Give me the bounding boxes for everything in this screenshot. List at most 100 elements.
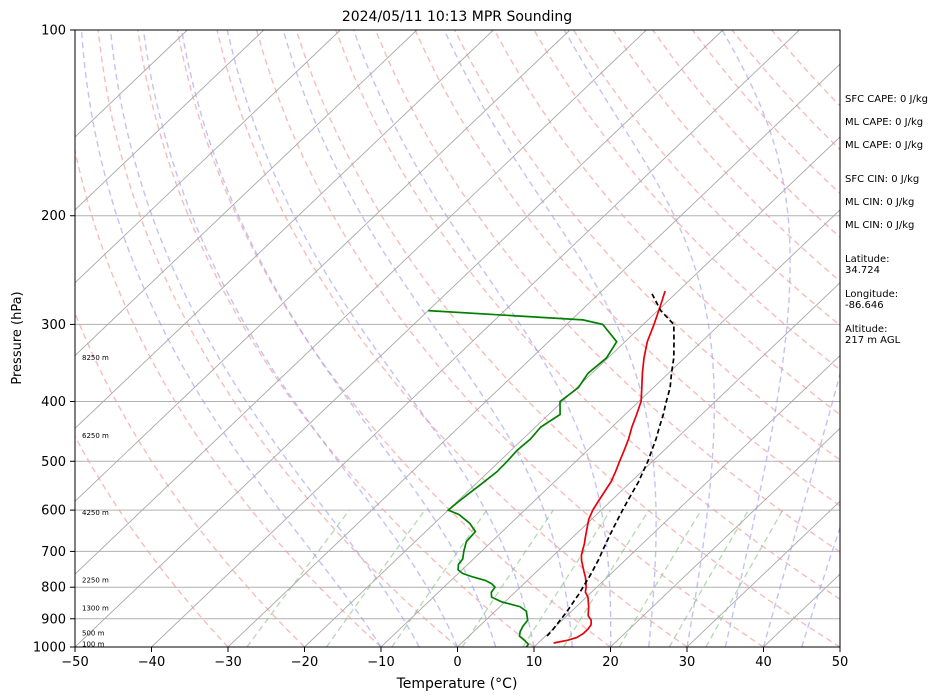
moist-adiabat	[142, 30, 459, 647]
dry-adiabat	[216, 30, 688, 647]
isotherm-line	[75, 30, 418, 357]
y-axis-label: Pressure (hPa)	[10, 291, 25, 384]
mixing-ratio-line	[391, 509, 488, 647]
y-tick-label: 800	[41, 581, 66, 596]
dry-adiabat	[97, 30, 458, 647]
dry-adiabat	[573, 30, 840, 327]
moist-adiabat	[352, 30, 612, 647]
mixing-ratio-line	[246, 509, 350, 647]
mixing-ratio-line	[562, 509, 650, 647]
y-tick-label: 400	[41, 395, 66, 410]
isotherm-line	[75, 30, 647, 575]
height-label: 2250 m	[82, 576, 109, 584]
y-tick-label: 600	[41, 504, 66, 519]
annotation-value: 217 m AGL	[845, 335, 901, 346]
isotherm-line	[75, 30, 188, 138]
isotherm-line	[227, 63, 840, 647]
dry-adiabat	[612, 30, 840, 283]
x-tick-label: 20	[602, 655, 619, 670]
mixing-ratio-line	[461, 509, 554, 647]
moist-adiabat	[181, 30, 497, 647]
annotation-label: SFC CAPE: 0 J/kg	[845, 94, 928, 105]
moist-adiabat	[282, 30, 573, 647]
isotherm-line	[75, 30, 341, 284]
isotherm-line	[457, 282, 840, 647]
x-tick-label: 0	[453, 655, 461, 670]
sounding-series-0	[553, 290, 666, 644]
isotherm-line	[610, 427, 840, 647]
annotation-label: ML CIN: 0 J/kg	[845, 197, 914, 208]
y-tick-label: 700	[41, 545, 66, 560]
y-tick-label: 500	[41, 455, 66, 470]
height-label: 1300 m	[82, 604, 109, 612]
mixing-ratio-line	[705, 509, 784, 647]
moist-adiabat	[721, 30, 791, 647]
mixing-ratio-line	[668, 509, 749, 647]
y-tick-label: 300	[41, 318, 66, 333]
dry-adiabat	[75, 311, 305, 647]
moist-adiabat	[801, 525, 840, 647]
x-tick-label: −10	[367, 655, 394, 670]
dry-adiabat	[137, 30, 535, 647]
dry-adiabat	[414, 30, 840, 507]
moist-adiabat	[443, 30, 657, 647]
x-tick-label: 40	[755, 655, 772, 670]
dry-adiabat	[374, 30, 840, 553]
y-tick-label: 900	[41, 612, 66, 627]
annotation-label: ML CAPE: 0 J/kg	[845, 140, 923, 151]
x-tick-label: 10	[526, 655, 543, 670]
annotation-label: Longitude:	[845, 289, 898, 300]
height-labels: 100 m 500 m 1300 m 2250 m 4250 m 6250 m 8250 m	[82, 354, 109, 648]
moist-adiabat	[762, 371, 840, 647]
height-label: 4250 m	[82, 509, 109, 517]
x-tick-label: −30	[214, 655, 241, 670]
background-lines	[75, 30, 840, 647]
moist-adiabat	[80, 30, 382, 647]
mixing-ratio-line	[522, 509, 612, 647]
x-tick-label: −50	[61, 655, 88, 670]
dry-adiabat	[533, 30, 840, 371]
x-axis-ticks: −50 −40 −30 −20 −10 0 10 20 30 40 50	[61, 647, 848, 670]
chart-title: 2024/05/11 10:13 MPR Sounding	[342, 9, 572, 25]
height-label: 100 m	[82, 640, 105, 648]
dry-adiabat	[75, 147, 382, 647]
annotation-label: ML CAPE: 0 J/kg	[845, 117, 923, 128]
sounding-series-1	[428, 309, 618, 647]
dry-adiabat	[493, 30, 840, 416]
mixing-ratio-line	[325, 509, 426, 647]
series-lines	[428, 290, 675, 647]
annotation-value: 34.724	[845, 265, 880, 276]
dry-adiabat	[75, 434, 229, 647]
side-annotations: SFC CAPE: 0 J/kg ML CAPE: 0 J/kg ML CAPE: …	[845, 94, 928, 346]
dry-adiabat	[335, 30, 840, 601]
isotherm-line	[75, 30, 494, 430]
isotherm-line	[533, 354, 840, 647]
isotherm-line	[75, 30, 265, 211]
isotherm-line	[380, 209, 840, 647]
annotation-label: SFC CIN: 0 J/kg	[845, 174, 919, 185]
dry-adiabat	[176, 30, 611, 647]
height-label: 6250 m	[82, 432, 109, 440]
y-tick-label: 1000	[33, 641, 66, 656]
height-label: 500 m	[82, 629, 105, 637]
sounding-series-2	[546, 290, 675, 637]
x-tick-label: −40	[138, 655, 165, 670]
annotation-value: -86.646	[845, 300, 884, 311]
height-label: 8250 m	[82, 354, 109, 362]
x-tick-label: −20	[291, 655, 318, 670]
isotherm-line	[686, 500, 840, 647]
x-tick-label: 50	[832, 655, 849, 670]
isotherm-line	[75, 30, 571, 502]
y-tick-label: 200	[41, 209, 66, 224]
dry-adiabat	[454, 30, 840, 461]
x-tick-label: 30	[679, 655, 696, 670]
y-axis-ticks: 1000 900 800 700 600 500 400 300 200 100	[33, 24, 75, 656]
isotherm-line	[151, 30, 800, 647]
annotation-label: Altitude:	[845, 324, 887, 335]
x-axis-label: Temperature (°C)	[396, 676, 518, 692]
isotherm-line	[304, 136, 840, 647]
dry-adiabat	[295, 30, 840, 647]
moist-adiabat	[109, 30, 420, 647]
moist-adiabat	[226, 30, 535, 647]
